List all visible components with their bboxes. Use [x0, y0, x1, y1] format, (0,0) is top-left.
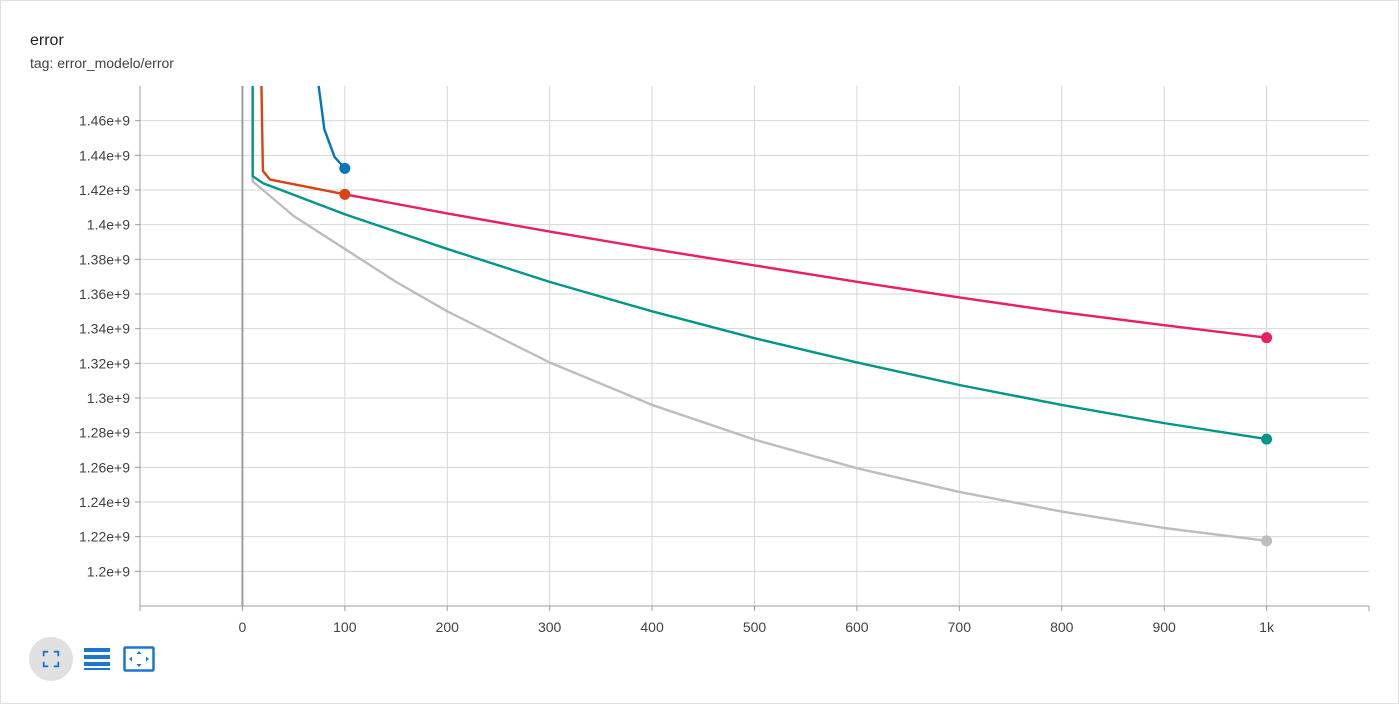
chart-series	[251, 86, 1267, 543]
x-tick-label: 700	[948, 619, 972, 635]
fullscreen-button[interactable]	[29, 637, 73, 681]
y-tick-label: 1.22e+9	[79, 529, 130, 545]
chart-end-points	[339, 162, 1273, 547]
y-tick-label: 1.32e+9	[79, 355, 130, 371]
fit-domain-icon	[123, 646, 155, 672]
x-tick-label: 300	[538, 619, 562, 635]
series-line-2	[344, 193, 1267, 339]
series-end-point-3	[339, 188, 351, 200]
data-table-button[interactable]	[79, 637, 115, 681]
fit-domain-button[interactable]	[121, 637, 157, 681]
y-tick-label: 1.24e+9	[79, 494, 130, 510]
x-tick-label: 100	[333, 619, 357, 635]
fullscreen-icon	[42, 650, 60, 668]
series-end-point-4	[339, 162, 351, 174]
x-tick-label: 600	[845, 619, 869, 635]
y-tick-label: 1.44e+9	[79, 147, 130, 163]
chart-grid	[140, 86, 1369, 606]
chart-tag: tag: error_modelo/error	[30, 55, 174, 71]
y-tick-label: 1.34e+9	[79, 321, 130, 337]
y-tick-label: 1.26e+9	[79, 459, 130, 475]
y-tick-label: 1.38e+9	[79, 251, 130, 267]
x-tick-label: 0	[239, 619, 247, 635]
y-tick-label: 1.46e+9	[79, 113, 130, 129]
chart-axes: 1.2e+9 1.22e+9 1.24e+9 1.26e+9 1.28e+9 1.3e+9…	[79, 86, 1370, 635]
x-tick-label: 900	[1152, 619, 1176, 635]
series-line-0	[251, 86, 1267, 543]
series-end-point-0	[1261, 535, 1273, 547]
x-tick-label: 400	[640, 619, 664, 635]
x-tick-label: 200	[436, 619, 460, 635]
series-end-point-1	[1261, 433, 1273, 445]
series-end-point-2	[1261, 332, 1273, 344]
y-tick-label: 1.4e+9	[87, 217, 130, 233]
y-tick-label: 1.3e+9	[87, 390, 130, 406]
data-table-icon	[84, 648, 110, 670]
chart-title: error	[30, 32, 64, 49]
chart-toolbar	[29, 637, 157, 681]
series-line-4	[317, 86, 346, 170]
series-line-3	[260, 86, 346, 196]
y-tick-label: 1.2e+9	[87, 563, 130, 579]
y-tick-label: 1.36e+9	[79, 286, 130, 302]
series-line-1	[251, 86, 1267, 441]
y-tick-label: 1.42e+9	[79, 182, 130, 198]
x-tick-label: 1k	[1259, 619, 1275, 635]
y-tick-label: 1.28e+9	[79, 425, 130, 441]
x-tick-label: 800	[1050, 619, 1074, 635]
x-tick-label: 500	[743, 619, 767, 635]
